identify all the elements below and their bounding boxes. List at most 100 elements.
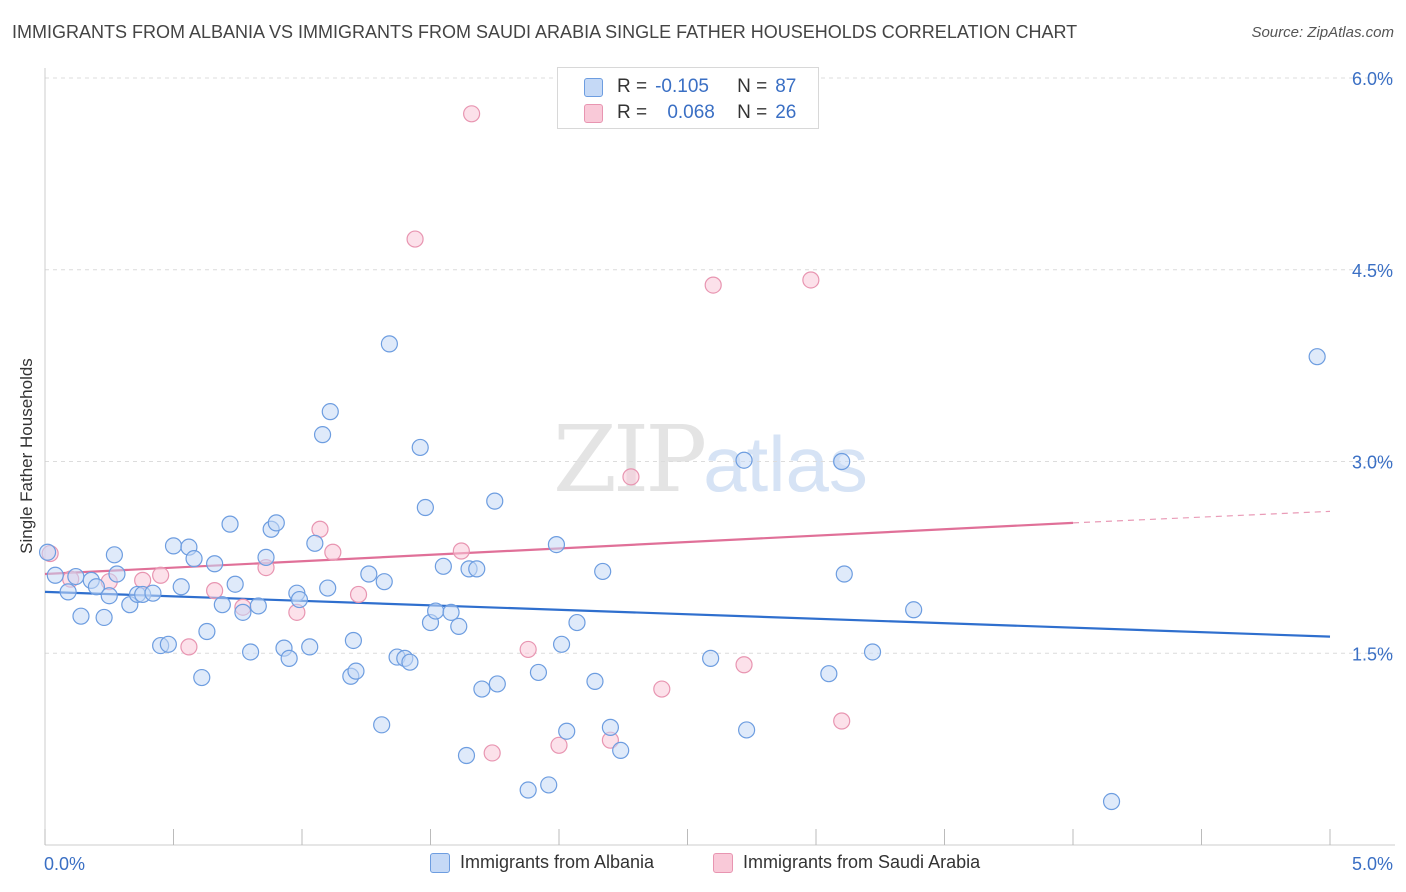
point-albania: [1308, 348, 1326, 366]
chart-title: IMMIGRANTS FROM ALBANIA VS IMMIGRANTS FR…: [12, 22, 1078, 42]
point-albania: [457, 746, 476, 765]
point-albania: [835, 565, 853, 583]
y-tick-label: 4.5%: [1352, 261, 1393, 281]
bottom-legend-saudi: Immigrants from Saudi Arabia: [713, 852, 980, 873]
point-albania: [193, 668, 211, 687]
point-albania: [416, 498, 434, 517]
point-saudi: [833, 712, 851, 730]
point-albania: [164, 537, 183, 555]
point-albania: [234, 603, 252, 621]
point-albania: [411, 438, 429, 457]
point-albania: [547, 535, 566, 554]
point-saudi: [324, 543, 342, 561]
point-albania: [594, 562, 612, 581]
point-albania: [488, 675, 506, 693]
point-albania: [473, 680, 491, 698]
point-saudi: [452, 542, 470, 560]
legend-r-label: R =: [617, 102, 648, 123]
bottom-legend-swatch-albania: [430, 852, 450, 873]
point-saudi: [463, 105, 481, 123]
point-albania: [301, 638, 319, 656]
point-albania: [863, 643, 882, 661]
point-albania: [568, 613, 586, 632]
legend-r-value-albania: -0.105: [655, 76, 709, 97]
point-albania: [468, 560, 486, 578]
point-albania: [257, 548, 275, 566]
point-albania: [738, 721, 756, 739]
point-saudi: [735, 656, 753, 674]
point-albania: [221, 515, 239, 533]
point-albania: [702, 649, 720, 667]
point-albania: [159, 635, 177, 653]
bottom-legend-label-saudi: Immigrants from Saudi Arabia: [743, 852, 981, 872]
x-tick-label-min: 0.0%: [44, 854, 85, 874]
legend-swatch-saudi: [584, 103, 603, 123]
point-albania: [434, 557, 452, 575]
trend-line-saudi-extension: [1072, 510, 1331, 524]
point-albania: [105, 546, 123, 564]
point-albania: [486, 492, 504, 510]
point-saudi: [519, 640, 537, 659]
point-saudi: [180, 638, 198, 656]
point-albania: [38, 543, 57, 561]
point-albania: [87, 578, 106, 596]
point-albania: [1102, 792, 1121, 811]
bottom-legend-albania: Immigrants from Albania: [430, 852, 654, 873]
point-albania: [833, 452, 851, 471]
point-saudi: [206, 582, 224, 600]
point-saudi: [653, 680, 671, 698]
bottom-legend-label-albania: Immigrants from Albania: [460, 852, 655, 872]
point-albania: [519, 781, 537, 799]
y-tick-label: 1.5%: [1352, 644, 1393, 664]
point-albania: [67, 567, 85, 586]
point-albania: [242, 643, 260, 661]
point-albania: [586, 672, 604, 690]
legend-n-value-albania: 87: [775, 76, 797, 97]
point-albania: [172, 578, 190, 596]
point-albania: [373, 716, 391, 734]
legend-n-label: N =: [737, 102, 768, 123]
point-albania: [735, 451, 753, 469]
point-albania: [100, 587, 118, 605]
point-albania: [72, 607, 90, 625]
point-albania: [820, 665, 838, 683]
point-albania: [59, 583, 77, 601]
point-saudi: [622, 468, 640, 486]
point-albania: [46, 566, 64, 584]
point-albania: [360, 565, 378, 583]
y-tick-label: 6.0%: [1352, 69, 1393, 89]
point-albania: [450, 617, 468, 636]
point-albania: [375, 573, 393, 591]
point-saudi: [349, 585, 368, 604]
point-albania: [226, 575, 244, 593]
point-albania: [529, 663, 548, 682]
point-saudi: [550, 736, 568, 754]
point-albania: [95, 608, 113, 627]
legend-swatch-albania: [584, 77, 603, 97]
point-albania: [313, 426, 332, 444]
point-albania: [319, 579, 337, 597]
legend-row-albania: R = -0.105 N = 87: [584, 75, 796, 99]
correlation-legend: R = -0.105 N = 87 R = 0.068 N = 26: [557, 67, 819, 129]
point-saudi: [152, 566, 170, 584]
point-albania: [401, 653, 419, 671]
watermark-zip: ZIP: [553, 406, 707, 513]
point-albania: [442, 603, 460, 621]
point-albania: [290, 590, 309, 609]
point-albania: [344, 631, 362, 650]
point-saudi: [802, 271, 820, 289]
point-albania: [540, 776, 558, 794]
point-albania: [321, 403, 339, 421]
point-albania: [601, 718, 620, 736]
point-albania: [185, 550, 203, 568]
legend-r-value-saudi: 0.068: [667, 102, 715, 123]
point-albania: [206, 555, 224, 573]
point-saudi: [704, 276, 722, 294]
point-albania: [380, 335, 398, 353]
data-points: [38, 105, 1326, 811]
point-albania: [552, 635, 571, 653]
point-albania: [558, 722, 576, 740]
point-albania: [198, 622, 216, 641]
legend-n-value-saudi: 26: [775, 102, 797, 123]
